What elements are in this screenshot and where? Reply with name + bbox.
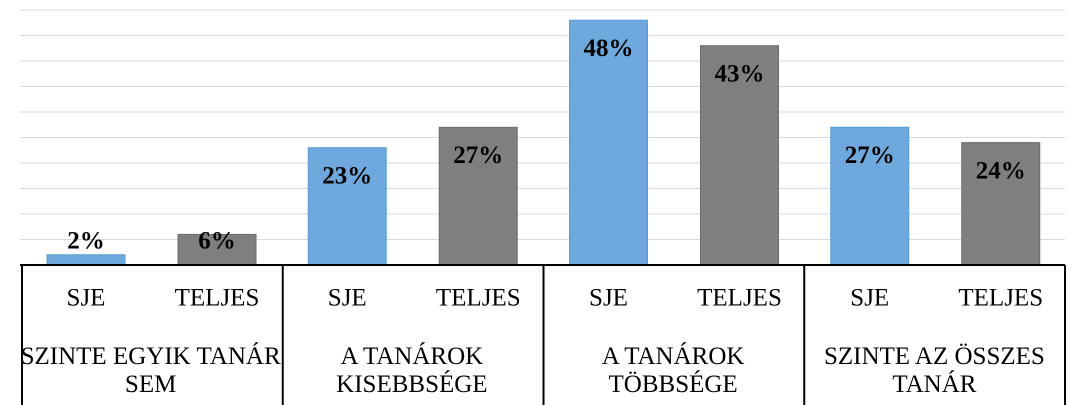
sub-category-label: SJE [328, 285, 367, 312]
value-label: 2% [67, 228, 105, 255]
value-label: 27% [453, 142, 503, 169]
value-label: 6% [198, 228, 236, 255]
category-label: A TANÁROK KISEBBSÉGE [336, 343, 488, 398]
sub-category-label: TELJES [697, 285, 782, 312]
sub-category-label: SJE [589, 285, 628, 312]
value-label: 23% [322, 162, 372, 189]
value-label: 27% [845, 142, 895, 169]
sub-category-label: TELJES [436, 285, 521, 312]
category-label: SZINTE EGYIK TANÁR SEM [20, 343, 281, 398]
category-label: SZINTE AZ ÖSSZES TANÁR [823, 343, 1045, 398]
sub-category-label: TELJES [958, 285, 1043, 312]
sub-category-label: TELJES [175, 285, 260, 312]
sub-category-label: SJE [850, 285, 889, 312]
value-label: 24% [976, 157, 1026, 184]
bar [46, 254, 126, 266]
value-label: 43% [715, 60, 765, 87]
bar [307, 147, 387, 266]
bar [961, 142, 1041, 266]
sub-category-label: SJE [67, 285, 106, 312]
bar [569, 19, 648, 266]
bar [438, 126, 518, 266]
category-label: A TANÁROK TÖBBSÉGE [601, 343, 745, 398]
bar [700, 45, 779, 266]
value-label: 48% [584, 35, 634, 62]
